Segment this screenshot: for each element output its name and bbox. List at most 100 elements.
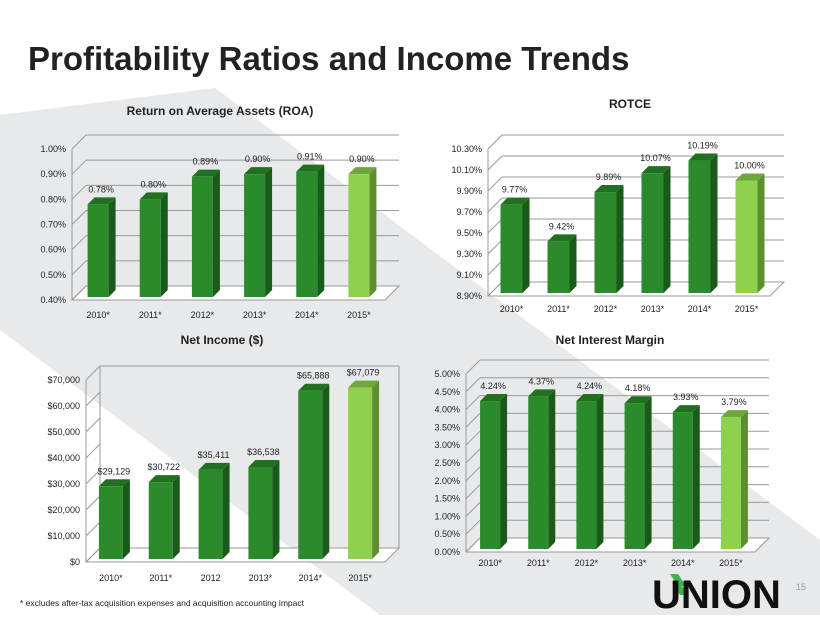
data-label: $30,722	[147, 462, 180, 472]
y-tick-label: 0.00%	[434, 547, 460, 557]
x-tick-label: 2010*	[86, 310, 110, 320]
bar-side	[596, 394, 604, 549]
bar	[624, 403, 645, 549]
x-tick-label: 2013*	[641, 304, 665, 314]
y-tick-label: 5.00%	[434, 369, 460, 379]
gridline-diagonal	[85, 469, 101, 485]
gridline-diagonal	[71, 260, 87, 276]
bar	[248, 467, 273, 559]
bar-top	[248, 460, 280, 468]
bar-side	[692, 405, 700, 549]
x-tick-label: 2012*	[594, 304, 618, 314]
bar	[735, 180, 758, 293]
bar	[528, 396, 549, 549]
y-tick-label: 2.00%	[434, 476, 460, 486]
page-number: 15	[796, 582, 807, 592]
bar-top	[198, 462, 230, 470]
bar	[688, 160, 711, 293]
x-tick-label: 2011*	[547, 304, 570, 314]
bar	[191, 176, 213, 297]
data-label: 9.89%	[596, 172, 622, 182]
y-tick-label: 0.70%	[40, 220, 66, 230]
bar-top	[735, 173, 765, 181]
bar-top	[480, 394, 508, 402]
data-label: 3.93%	[673, 392, 699, 402]
data-label: 10.00%	[734, 161, 765, 171]
bar	[148, 482, 173, 559]
chart-0: Return on Average Assets (ROA) 0.40% 0.50%…	[40, 104, 401, 320]
bar-side	[160, 192, 168, 297]
y-tick-label: $70,000	[47, 375, 80, 385]
data-label: $29,129	[98, 466, 131, 476]
bar	[576, 401, 597, 549]
gridline-diagonal	[85, 365, 101, 381]
bar	[348, 387, 373, 559]
x-tick-label: 2014*	[688, 304, 712, 314]
bar	[348, 174, 370, 297]
bar-side	[272, 460, 280, 559]
chart-title: ROTCE	[609, 97, 651, 111]
bar	[139, 199, 161, 297]
bar-top	[672, 405, 700, 413]
gridline-diagonal	[487, 239, 503, 255]
y-tick-label: 9.50%	[456, 228, 482, 238]
bar-side	[265, 167, 273, 297]
gridline-diagonal	[85, 547, 101, 563]
bar	[720, 417, 741, 549]
bar-top	[720, 410, 748, 418]
gridline-diagonal	[85, 495, 101, 511]
bar-side	[710, 153, 718, 293]
data-label: $35,411	[198, 450, 230, 460]
y-tick-label: $50,000	[47, 427, 80, 437]
gridline-diagonal	[465, 395, 481, 410]
bar-side	[317, 164, 325, 297]
bar-side	[222, 462, 230, 559]
y-tick-label: 0.80%	[40, 194, 66, 204]
data-label: 4.37%	[528, 376, 554, 386]
x-tick-label: 2015*	[735, 304, 759, 314]
data-label: 0.80%	[140, 179, 166, 189]
gridline-diagonal	[465, 484, 481, 499]
bar-side	[212, 169, 220, 297]
gridline-diagonal	[465, 537, 481, 553]
bar-top	[528, 389, 556, 397]
gridline-diagonal	[465, 377, 481, 393]
bar	[244, 174, 266, 297]
y-tick-label: 1.50%	[434, 494, 460, 504]
y-tick-label: 2.50%	[434, 458, 460, 468]
bar-side	[740, 410, 748, 549]
y-tick-label: 0.40%	[40, 295, 66, 305]
bar-top	[348, 380, 380, 388]
y-tick-label: 3.50%	[434, 422, 460, 432]
x-tick-label: 2012*	[575, 558, 599, 568]
data-label: 9.77%	[502, 185, 528, 195]
bar-top	[139, 192, 168, 200]
bar-side	[548, 389, 556, 549]
y-tick-label: 9.30%	[456, 249, 482, 259]
bar-top	[148, 475, 180, 483]
data-label: 9.42%	[549, 221, 575, 231]
gridline-diagonal	[85, 521, 101, 537]
data-label: 0.78%	[88, 184, 114, 194]
chart-title: Return on Average Assets (ROA)	[127, 104, 314, 118]
bar-top	[594, 185, 624, 193]
gridline-diagonal	[487, 260, 503, 276]
bar	[480, 401, 501, 549]
data-label: $36,538	[247, 447, 280, 457]
y-tick-label: 4.00%	[434, 405, 460, 415]
y-tick-label: $40,000	[47, 453, 80, 463]
gridline-diagonal	[465, 359, 481, 375]
x-tick-label: 2013*	[249, 573, 273, 583]
bar-side	[663, 166, 671, 293]
bar	[98, 486, 123, 559]
gridline-diagonal	[487, 197, 503, 213]
data-label: $67,079	[347, 368, 380, 378]
bar	[547, 241, 570, 293]
x-tick-label: 2012*	[191, 310, 215, 320]
y-tick-label: 0.50%	[40, 270, 66, 280]
data-label: 0.90%	[245, 154, 271, 164]
gridline-diagonal	[487, 134, 503, 150]
x-tick-label: 2010*	[99, 573, 123, 583]
y-tick-label: 10.10%	[451, 165, 482, 175]
